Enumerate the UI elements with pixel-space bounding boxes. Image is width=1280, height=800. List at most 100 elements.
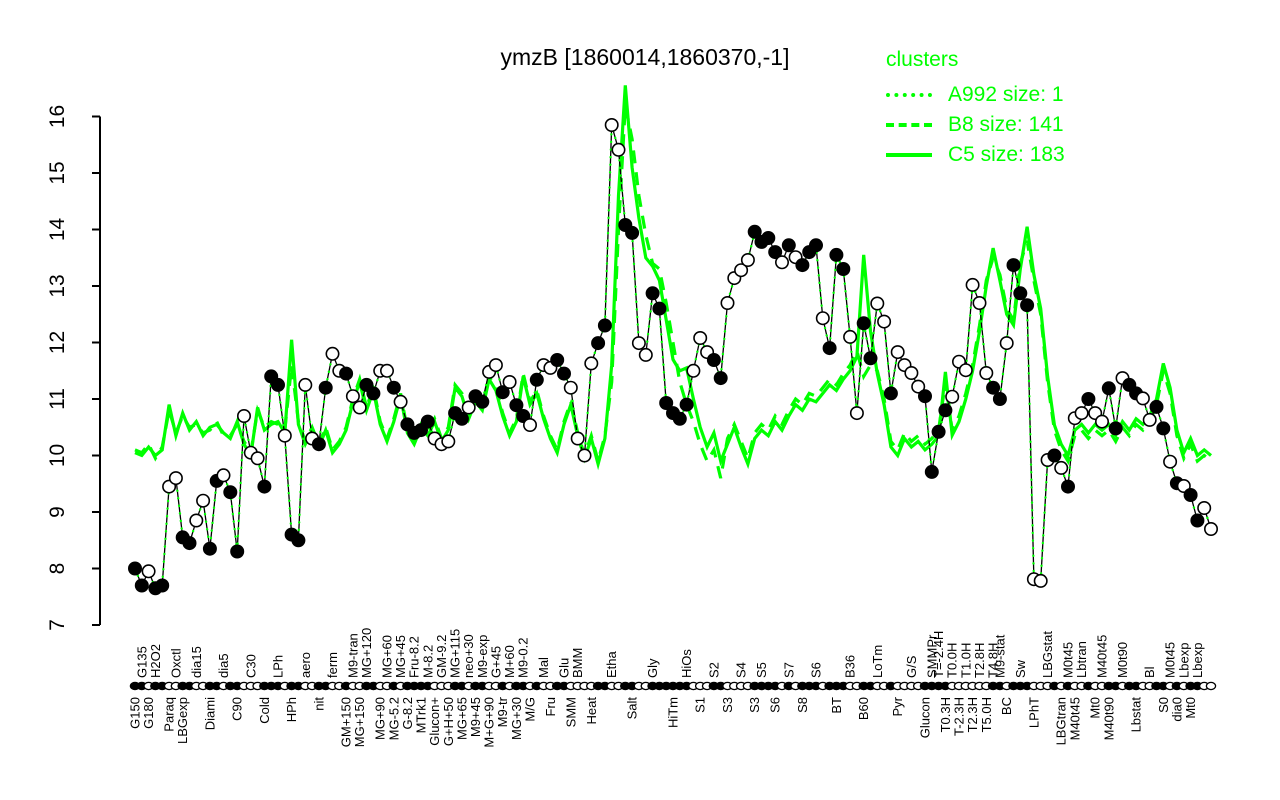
x-axis-label-bottom: Diami <box>202 697 217 730</box>
x-axis-label-bottom: MTrk1 <box>414 697 429 733</box>
x-axis-label-top: Gly <box>645 658 660 678</box>
data-point <box>1061 479 1076 494</box>
data-point <box>202 541 217 556</box>
data-point <box>1149 399 1164 414</box>
x-axis-label-bottom: HiTm <box>666 697 681 728</box>
data-point <box>679 397 694 412</box>
data-point <box>223 485 238 500</box>
y-axis-tick-label: 9 <box>46 506 69 518</box>
x-axis-label-bottom: Lbstat <box>1129 697 1144 733</box>
data-point <box>386 380 401 395</box>
data-point <box>604 118 619 133</box>
y-axis-tick-label: 10 <box>46 444 69 467</box>
legend-item-b8: B8 size: 141 <box>886 110 1065 140</box>
x-axis-label-top: S5 <box>754 662 769 678</box>
data-point <box>877 314 892 329</box>
data-point <box>311 437 326 452</box>
data-point <box>768 245 783 260</box>
x-axis-label-top: C30 <box>243 654 258 678</box>
data-point <box>277 428 292 443</box>
y-axis-tick-label: 7 <box>46 619 69 631</box>
data-point <box>1142 412 1157 427</box>
x-axis-label-top: Glu <box>557 658 572 678</box>
y-axis-tick-label: 13 <box>46 274 69 297</box>
x-axis-label-bottom: T2.3H <box>965 697 980 732</box>
x-axis-label-top: M9-tran <box>345 633 360 678</box>
data-point <box>747 224 762 239</box>
data-point <box>774 255 789 270</box>
data-point <box>611 142 626 157</box>
x-axis-label-bottom: Salt <box>625 697 640 720</box>
data-point <box>1081 391 1096 406</box>
data-point <box>686 363 701 378</box>
data-point <box>870 296 885 311</box>
data-point <box>584 356 599 371</box>
x-axis-label-bottom: MG-5.2 <box>386 697 401 740</box>
data-point <box>216 468 231 483</box>
data-point <box>291 533 306 548</box>
cluster-b8-line <box>134 104 1213 479</box>
y-axis-tick-label: 16 <box>46 105 69 128</box>
dashed-line-icon <box>886 123 932 127</box>
x-axis-label-bottom: Glucon <box>918 697 933 738</box>
data-point <box>1204 521 1219 536</box>
data-point <box>1135 391 1150 406</box>
x-axis-label-bottom: G180 <box>141 697 156 729</box>
data-point <box>645 286 660 301</box>
y-axis-tick-label: 14 <box>46 218 69 242</box>
data-point <box>1095 414 1110 429</box>
data-point <box>182 536 197 551</box>
x-axis-label-bottom: dia0 <box>1169 697 1184 722</box>
data-point <box>1156 421 1171 436</box>
data-point <box>488 358 503 373</box>
solid-line-icon <box>886 153 932 157</box>
x-axis-label-bottom: Mt0 <box>1183 697 1198 719</box>
x-axis-label-bottom: G-8.2 <box>400 697 415 730</box>
x-axis-label-bottom: T0.3H <box>938 697 953 732</box>
x-axis-label-bottom: S3 <box>720 697 735 713</box>
data-point <box>1074 406 1089 421</box>
data-point <box>979 365 994 380</box>
x-axis-label-top: H2O2 <box>148 644 163 678</box>
data-point <box>189 513 204 528</box>
data-point <box>1101 381 1116 396</box>
x-axis-label-bottom: B60 <box>856 697 871 720</box>
x-axis-label-bottom: BT <box>829 697 844 714</box>
x-axis-label-top: dia5 <box>216 653 231 678</box>
data-point <box>325 346 340 361</box>
data-point <box>713 371 728 386</box>
x-axis-label-bottom: C90 <box>230 697 245 721</box>
x-axis-label-top: M9-0.2 <box>516 638 531 678</box>
x-axis-label-bottom: T-2.3H <box>952 697 967 736</box>
x-axis-label-top: neo+30 <box>461 634 476 678</box>
x-axis-label-top: B36 <box>843 655 858 678</box>
x-axis-label-top: T1.0H <box>958 643 973 678</box>
data-point <box>345 389 360 404</box>
data-point <box>740 253 755 268</box>
data-point <box>556 366 571 381</box>
x-axis-label-top: MG+60 <box>380 635 395 678</box>
x-axis-label-bottom: S6 <box>768 697 783 713</box>
data-point <box>958 363 973 378</box>
x-axis-label-top: SMMPr <box>924 634 939 678</box>
data-point <box>992 391 1007 406</box>
x-axis-label-top: S7 <box>781 662 796 678</box>
data-point <box>911 379 926 394</box>
x-axis-label-bottom: LPhT <box>1026 697 1041 728</box>
x-axis-label-bottom: T5.0H <box>979 697 994 732</box>
data-point <box>938 403 953 418</box>
data-point <box>1047 448 1062 463</box>
y-axis-tick-label: 15 <box>46 161 69 184</box>
legend-item-c5: C5 size: 183 <box>886 140 1065 170</box>
legend-item-label: A992 size: 1 <box>948 83 1064 106</box>
data-point <box>1033 573 1048 588</box>
x-axis-label-top: M0t45 <box>1163 642 1178 678</box>
data-point <box>298 377 313 392</box>
x-axis-label-bottom: nit <box>311 697 326 711</box>
x-axis-label-top: S2 <box>706 662 721 678</box>
y-axis-tick-label: 12 <box>46 331 69 354</box>
legend-title: clusters <box>886 48 959 71</box>
data-point <box>1190 513 1205 528</box>
data-point <box>250 451 265 466</box>
data-point <box>972 295 987 310</box>
